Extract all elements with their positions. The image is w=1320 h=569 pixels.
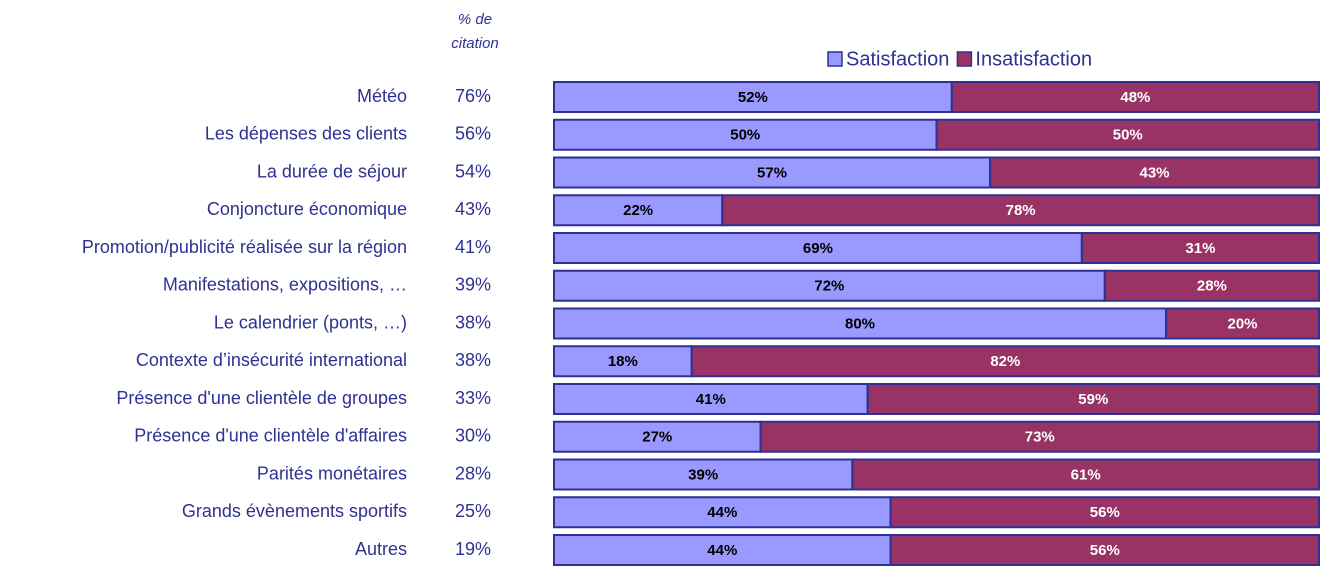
data-label: 50% — [1113, 127, 1143, 144]
data-label: 44% — [707, 542, 737, 559]
data-label: 56% — [1090, 542, 1120, 559]
data-label: 59% — [1078, 391, 1108, 408]
category-label: Présence d'une clientèle de groupes — [116, 388, 407, 408]
bar-segment — [889, 496, 1320, 529]
bar-segment — [553, 420, 762, 453]
citation-value: 25% — [455, 501, 491, 521]
bar-segment — [553, 194, 724, 227]
category-label: Autres — [355, 539, 407, 559]
data-label: 80% — [845, 315, 875, 332]
citation-value: 43% — [455, 199, 491, 219]
data-label: 44% — [707, 504, 737, 521]
citation-value: 38% — [455, 312, 491, 332]
bar-segment — [759, 420, 1320, 453]
citation-value: 41% — [455, 237, 491, 257]
data-label: 50% — [730, 127, 760, 144]
category-label: Grands évènements sportifs — [182, 501, 407, 521]
category-label: Météo — [357, 86, 407, 106]
bar-segment — [553, 307, 1167, 340]
data-label: 78% — [1006, 202, 1036, 219]
category-label: Le calendrier (ponts, …) — [214, 312, 407, 332]
bar-segment — [950, 81, 1320, 113]
data-label: 18% — [608, 353, 638, 370]
data-label: 61% — [1071, 466, 1101, 483]
data-label: 41% — [696, 391, 726, 408]
citation-value: 38% — [455, 350, 491, 370]
data-label: 57% — [757, 164, 787, 181]
data-label: 27% — [642, 429, 672, 446]
category-label: Contexte d’insécurité international — [136, 350, 407, 370]
bar-segment — [1080, 232, 1320, 264]
category-label: Manifestations, expositions, … — [163, 275, 407, 295]
category-label: La durée de séjour — [257, 161, 407, 181]
legend-label: Satisfaction — [846, 48, 949, 70]
data-label: 43% — [1140, 164, 1170, 181]
citation-value: 39% — [455, 275, 491, 295]
citation-value: 19% — [455, 539, 491, 559]
bar-segment — [553, 118, 938, 151]
bar-segment — [553, 345, 693, 378]
category-label: Présence d'une clientèle d'affaires — [134, 426, 407, 446]
bar-segment — [553, 496, 892, 529]
bar-segment — [553, 383, 869, 415]
category-label: Promotion/publicité réalisée sur la régi… — [82, 237, 407, 257]
legend-label: Insatisfaction — [975, 48, 1092, 70]
bar-segment — [721, 194, 1320, 227]
citation-value: 28% — [455, 463, 491, 483]
data-label: 82% — [990, 353, 1020, 370]
bar-segment — [1165, 307, 1320, 340]
data-label: 22% — [623, 202, 653, 219]
citation-value: 33% — [455, 388, 491, 408]
bar-segment — [889, 534, 1320, 566]
citation-value: 56% — [455, 124, 491, 144]
data-label: 52% — [738, 89, 768, 106]
bar-segment — [690, 345, 1320, 378]
data-label: 31% — [1185, 240, 1215, 257]
data-label: 69% — [803, 240, 833, 257]
bar-segment — [553, 232, 1083, 264]
citation-value: 76% — [455, 86, 491, 106]
citation-value: 30% — [455, 426, 491, 446]
category-label: Les dépenses des clients — [205, 124, 407, 144]
data-label: 56% — [1090, 504, 1120, 521]
category-label: Conjoncture économique — [207, 199, 407, 219]
category-label: Parités monétaires — [257, 463, 407, 483]
bar-segment — [866, 383, 1320, 415]
bar-segment — [1103, 269, 1320, 302]
data-label: 39% — [688, 466, 718, 483]
bar-segment — [935, 118, 1320, 151]
data-label: 20% — [1227, 315, 1257, 332]
data-label: 28% — [1197, 278, 1227, 295]
legend-swatch — [956, 51, 973, 67]
data-label: 73% — [1025, 429, 1055, 446]
bar-segment — [553, 156, 992, 189]
citation-header: % de citation — [451, 11, 499, 52]
citation-value: 54% — [455, 161, 491, 181]
legend-swatch — [827, 51, 843, 67]
bar-segment — [553, 269, 1106, 302]
data-label: 72% — [814, 278, 844, 295]
data-label: 48% — [1120, 89, 1150, 106]
bar-segment — [989, 156, 1320, 189]
bar-segment — [851, 458, 1320, 491]
bar-segment — [553, 81, 953, 113]
